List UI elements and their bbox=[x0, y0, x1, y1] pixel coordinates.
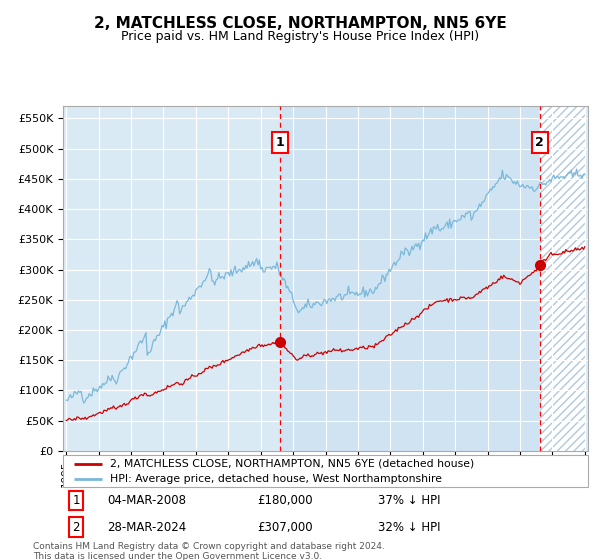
Text: 37% ↓ HPI: 37% ↓ HPI bbox=[378, 494, 440, 507]
Text: 28-MAR-2024: 28-MAR-2024 bbox=[107, 521, 187, 534]
Text: 1: 1 bbox=[73, 494, 80, 507]
Text: 2, MATCHLESS CLOSE, NORTHAMPTON, NN5 6YE (detached house): 2, MATCHLESS CLOSE, NORTHAMPTON, NN5 6YE… bbox=[110, 459, 475, 469]
Text: Contains HM Land Registry data © Crown copyright and database right 2024.
This d: Contains HM Land Registry data © Crown c… bbox=[33, 542, 385, 560]
Text: £307,000: £307,000 bbox=[257, 521, 313, 534]
Text: 2, MATCHLESS CLOSE, NORTHAMPTON, NN5 6YE: 2, MATCHLESS CLOSE, NORTHAMPTON, NN5 6YE bbox=[94, 16, 506, 31]
Text: 2: 2 bbox=[73, 521, 80, 534]
Text: 2: 2 bbox=[536, 136, 544, 149]
FancyBboxPatch shape bbox=[63, 455, 588, 487]
Text: 32% ↓ HPI: 32% ↓ HPI bbox=[378, 521, 440, 534]
Text: 1: 1 bbox=[275, 136, 284, 149]
Text: £180,000: £180,000 bbox=[257, 494, 313, 507]
Text: Price paid vs. HM Land Registry's House Price Index (HPI): Price paid vs. HM Land Registry's House … bbox=[121, 30, 479, 43]
Text: HPI: Average price, detached house, West Northamptonshire: HPI: Average price, detached house, West… bbox=[110, 474, 442, 484]
Text: 04-MAR-2008: 04-MAR-2008 bbox=[107, 494, 187, 507]
